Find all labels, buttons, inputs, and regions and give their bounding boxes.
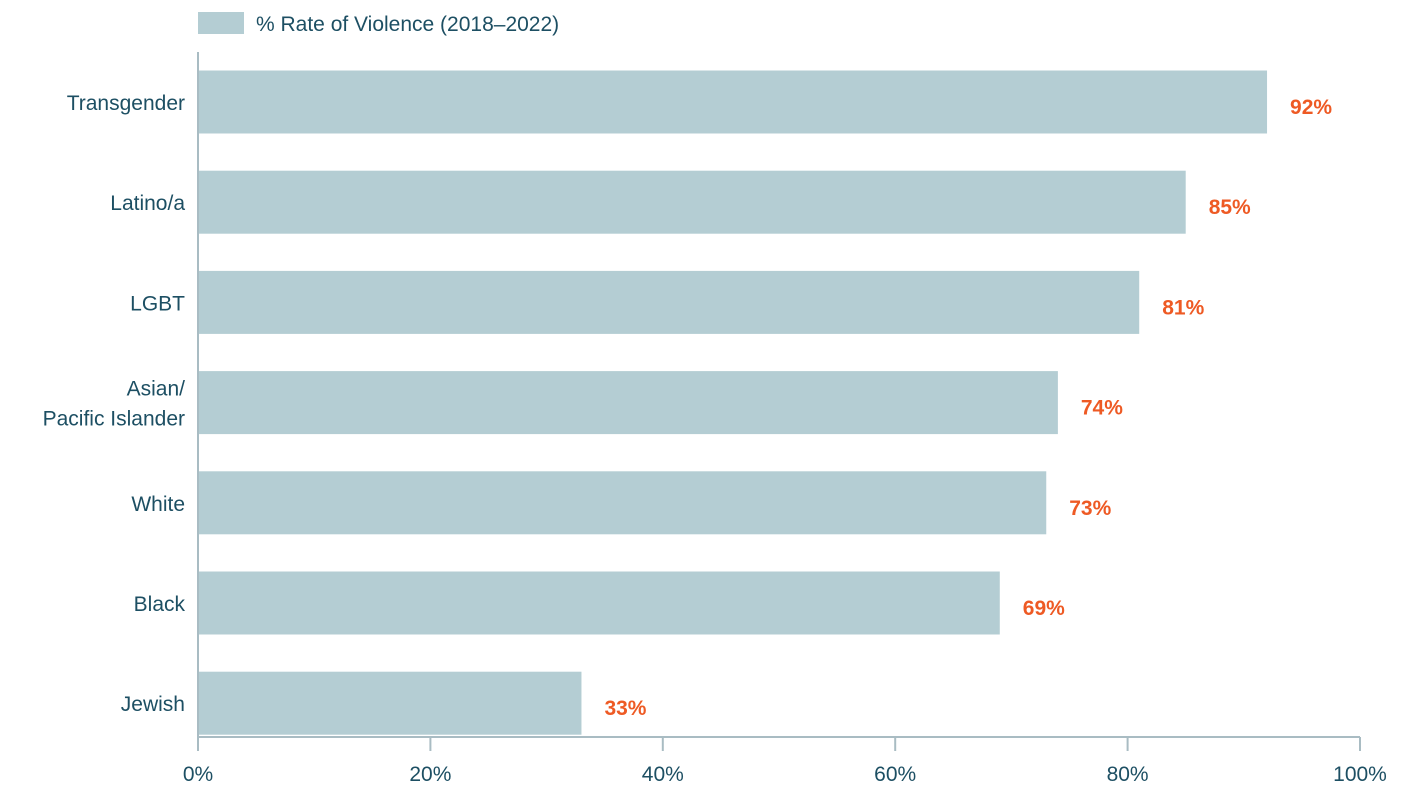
category-label: Transgender (67, 92, 185, 115)
x-tick-label: 20% (409, 763, 451, 786)
category-label: White (131, 493, 185, 516)
x-tick-label: 100% (1333, 763, 1387, 786)
category-label: Black (134, 593, 186, 616)
bar (198, 571, 1000, 635)
bar-value-label: 74% (1081, 397, 1123, 420)
legend-swatch (198, 12, 244, 34)
x-tick-label: 60% (874, 763, 916, 786)
legend-label: % Rate of Violence (2018–2022) (256, 13, 559, 36)
x-tick-label: 40% (642, 763, 684, 786)
axes (197, 52, 1360, 738)
bar (198, 70, 1268, 134)
category-label: LGBT (130, 292, 185, 315)
bar (198, 170, 1186, 234)
legend: % Rate of Violence (2018–2022) (198, 12, 559, 36)
bar-value-label: 81% (1162, 296, 1204, 319)
bar (198, 671, 582, 735)
category-label: Latino/a (110, 192, 185, 215)
bar-value-label: 69% (1023, 597, 1065, 620)
bar-value-label: 33% (604, 697, 646, 720)
category-labels: Transgender Latino/a LGBT Asian/Pacific Isl… (43, 92, 186, 716)
bar (198, 371, 1058, 435)
x-tick-label: 0% (183, 763, 213, 786)
category-label: Jewish (121, 693, 185, 716)
bar-value-label: 92% (1290, 96, 1332, 119)
bar (198, 471, 1047, 535)
bar-value-label: 73% (1069, 497, 1111, 520)
bar-value-label: 85% (1209, 196, 1251, 219)
x-axis-ticks: 0% 20% 40% 60% 80% 100% (183, 737, 1387, 786)
category-label: Asian/Pacific Islander (43, 378, 186, 431)
x-tick-label: 80% (1107, 763, 1149, 786)
bars (198, 70, 1268, 735)
value-labels: 92% 85% 81% 74% 73% 69% 33% (604, 96, 1332, 720)
bar (198, 270, 1140, 334)
